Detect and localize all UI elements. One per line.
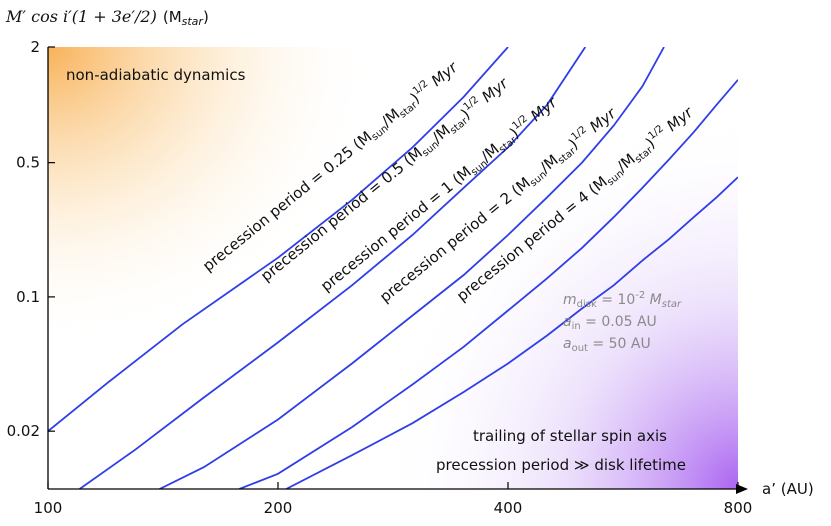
x-tick-label: 800 — [724, 499, 753, 517]
series-line-4 — [238, 79, 738, 489]
series-line-1 — [48, 47, 509, 432]
x-tick-label: 200 — [264, 499, 293, 517]
y-tick-label: 0.02 — [7, 422, 40, 440]
series-line-2 — [79, 47, 587, 489]
parameters-block: mdisk = 10-2 Mstar ain = 0.05 AU aout = 50… — [563, 290, 682, 354]
y-axis-title-unit: (Mstar) — [163, 8, 209, 28]
y-tick-label: 0.5 — [16, 154, 40, 172]
curves-group — [48, 47, 738, 489]
ticks-group: 100 200 400 800 2 0.5 0.1 0.02 — [7, 38, 753, 517]
series-line-3 — [159, 47, 665, 489]
parameter-a-in: ain = 0.05 AU — [563, 314, 657, 332]
parameter-a-out: aout = 50 AU — [563, 336, 651, 354]
y-axis-title-math: M′ cos i′(1 + 3e′/2) — [5, 7, 157, 26]
y-tick-label: 2 — [30, 38, 40, 56]
x-tick-label: 400 — [494, 499, 523, 517]
y-axis-title: M′ cos i′(1 + 3e′/2) (Mstar) — [5, 7, 209, 28]
trailing-label-line1: trailing of stellar spin axis — [473, 427, 667, 445]
x-axis-arrow — [736, 484, 748, 494]
x-tick-label: 100 — [34, 499, 63, 517]
non-adiabatic-label: non-adiabatic dynamics — [66, 66, 246, 84]
trailing-label-line2: precession period ≫ disk lifetime — [436, 456, 686, 474]
non-adiabatic-region — [48, 47, 378, 347]
x-axis-title: a’ (AU) — [762, 480, 814, 498]
parameter-m-disk: mdisk = 10-2 Mstar — [563, 290, 682, 310]
trailing-region — [378, 110, 738, 489]
y-tick-label: 0.1 — [16, 288, 40, 306]
series-line-5 — [285, 176, 738, 489]
